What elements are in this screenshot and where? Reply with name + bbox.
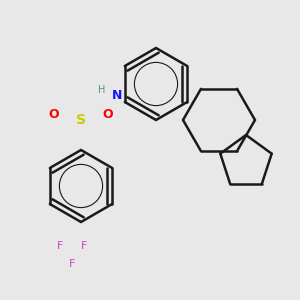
Text: O: O xyxy=(49,107,59,121)
Text: N: N xyxy=(112,89,122,103)
Text: F: F xyxy=(81,241,87,251)
Text: F: F xyxy=(57,241,63,251)
Text: O: O xyxy=(103,107,113,121)
Text: F: F xyxy=(69,259,75,269)
Text: S: S xyxy=(76,113,86,127)
Text: H: H xyxy=(98,85,106,95)
